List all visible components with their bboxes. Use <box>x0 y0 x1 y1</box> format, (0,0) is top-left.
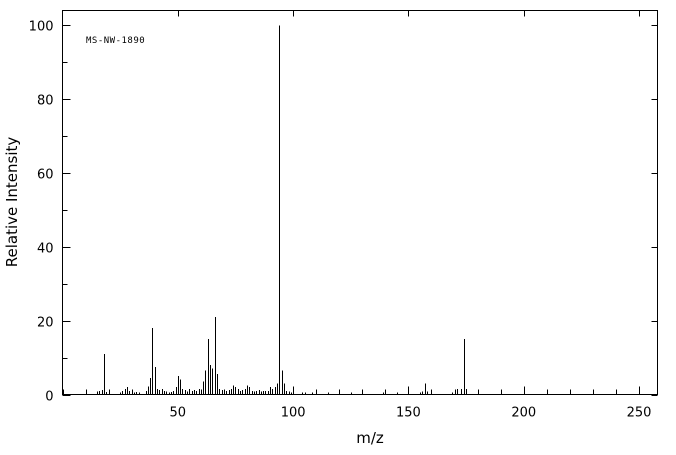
y-tick-label: 20 <box>37 316 54 331</box>
x-tick-label: 50 <box>170 406 187 421</box>
y-axis-ticks <box>62 25 658 396</box>
y-tick-label: 60 <box>37 168 54 183</box>
y-axis-title: Relative Intensity <box>3 137 21 268</box>
x-tick-label: 250 <box>627 406 652 421</box>
x-tick-label: 200 <box>511 406 536 421</box>
x-axis-ticks <box>63 10 640 395</box>
spectrum-peaks <box>97 25 467 395</box>
y-tick-label: 0 <box>45 390 53 405</box>
y-axis-tick-labels: 0 20 40 60 80 100 <box>29 20 54 405</box>
x-tick-label: 100 <box>281 406 306 421</box>
spectrum-id-annotation: MS-NW-1890 <box>86 36 145 46</box>
x-axis-tick-labels: 50 100 150 200 250 <box>170 406 652 421</box>
x-axis-title: m/z <box>356 429 384 447</box>
y-tick-label: 80 <box>37 94 54 109</box>
x-tick-label: 150 <box>396 406 421 421</box>
plot-frame <box>62 10 658 395</box>
y-tick-label: 40 <box>37 242 54 257</box>
y-tick-label: 100 <box>29 20 54 35</box>
